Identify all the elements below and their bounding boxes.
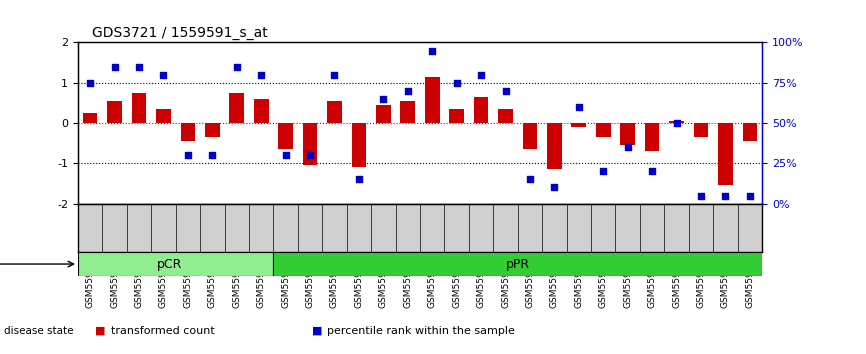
Bar <box>400 101 415 123</box>
Text: ■: ■ <box>312 326 322 336</box>
Point <box>255 72 268 78</box>
Point <box>645 169 659 174</box>
Point <box>279 153 293 158</box>
Point <box>229 64 243 69</box>
Point <box>157 72 171 78</box>
Text: GDS3721 / 1559591_s_at: GDS3721 / 1559591_s_at <box>92 26 268 40</box>
Bar <box>376 105 391 123</box>
Bar <box>83 113 98 123</box>
Bar <box>620 123 635 145</box>
Bar <box>352 123 366 167</box>
Point <box>107 64 121 69</box>
Bar <box>254 99 268 123</box>
Bar <box>303 123 317 165</box>
Bar <box>474 97 488 123</box>
Bar <box>742 123 757 141</box>
Bar <box>229 93 244 123</box>
Bar <box>498 109 513 123</box>
Point <box>621 144 635 150</box>
Text: disease state: disease state <box>4 326 77 336</box>
Bar <box>645 123 660 151</box>
Point <box>352 177 365 182</box>
Point <box>303 153 317 158</box>
Point <box>743 193 757 198</box>
Bar <box>449 109 464 123</box>
Text: ■: ■ <box>95 326 106 336</box>
Text: pPR: pPR <box>506 258 530 270</box>
Text: percentile rank within the sample: percentile rank within the sample <box>327 326 515 336</box>
Point <box>547 185 561 190</box>
Bar <box>132 93 146 123</box>
Point <box>401 88 415 94</box>
Point <box>205 153 219 158</box>
Bar <box>278 123 293 149</box>
Point <box>694 193 708 198</box>
Point <box>449 80 463 86</box>
Bar <box>156 109 171 123</box>
FancyBboxPatch shape <box>78 252 274 276</box>
Bar <box>425 77 440 123</box>
Text: transformed count: transformed count <box>111 326 215 336</box>
Point <box>597 169 611 174</box>
Point <box>572 104 585 110</box>
Bar <box>205 123 220 137</box>
Point <box>132 64 146 69</box>
Bar <box>181 123 195 141</box>
Bar <box>718 123 733 185</box>
Bar <box>107 101 122 123</box>
Point <box>181 153 195 158</box>
Point <box>425 48 439 53</box>
Bar <box>572 123 586 127</box>
Bar <box>523 123 537 149</box>
Point <box>83 80 97 86</box>
Bar <box>547 123 562 169</box>
Text: pCR: pCR <box>157 258 182 270</box>
Point <box>475 72 488 78</box>
Bar <box>596 123 611 137</box>
Point <box>523 177 537 182</box>
Point <box>669 120 683 126</box>
Bar <box>327 101 342 123</box>
FancyBboxPatch shape <box>274 252 762 276</box>
Point <box>377 96 391 102</box>
Bar <box>694 123 708 137</box>
Point <box>499 88 513 94</box>
Point <box>327 72 341 78</box>
Bar <box>669 121 684 123</box>
Point <box>719 193 733 198</box>
